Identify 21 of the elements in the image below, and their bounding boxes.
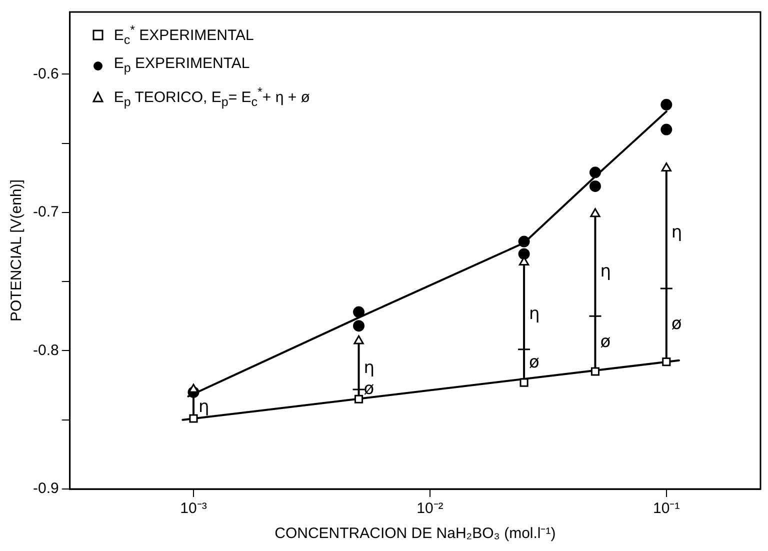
annotation: ø <box>671 314 682 334</box>
y-tick-label: -0.7 <box>32 204 59 221</box>
annotation: ø <box>600 332 611 352</box>
y-tick-label: -0.6 <box>32 65 59 82</box>
x-tick-label: 10⁻¹ <box>653 500 680 518</box>
x-tick-label: 10⁻² <box>416 500 444 518</box>
legend-label: E$_{p}$ EXPERIMENTAL <box>114 54 250 77</box>
legend-label: E$_{p}$ TEORICO, E$_{p}$= E$_{c}$$^{*}$+ η + ø <box>114 84 310 111</box>
x-axis-title: CONCENTRACION DE NaH₂BO₃ (mol.l⁻¹) <box>274 525 556 542</box>
annotation: ø <box>529 352 540 373</box>
annotation: η <box>364 358 375 378</box>
annotation: η <box>600 261 612 282</box>
x-tick-label: 10⁻³ <box>180 500 207 518</box>
legend-label: E$_{c}$$^{*}$ EXPERIMENTAL <box>114 22 254 49</box>
y-tick-label: -0.8 <box>32 342 59 359</box>
annotation: η <box>198 396 210 417</box>
annotation: η <box>529 304 540 324</box>
y-tick-label: -0.9 <box>32 480 59 498</box>
annotation: ø <box>364 378 374 399</box>
annotation: η <box>671 222 682 243</box>
y-axis-title: POTENCIAL [V(enh)] <box>8 180 26 322</box>
